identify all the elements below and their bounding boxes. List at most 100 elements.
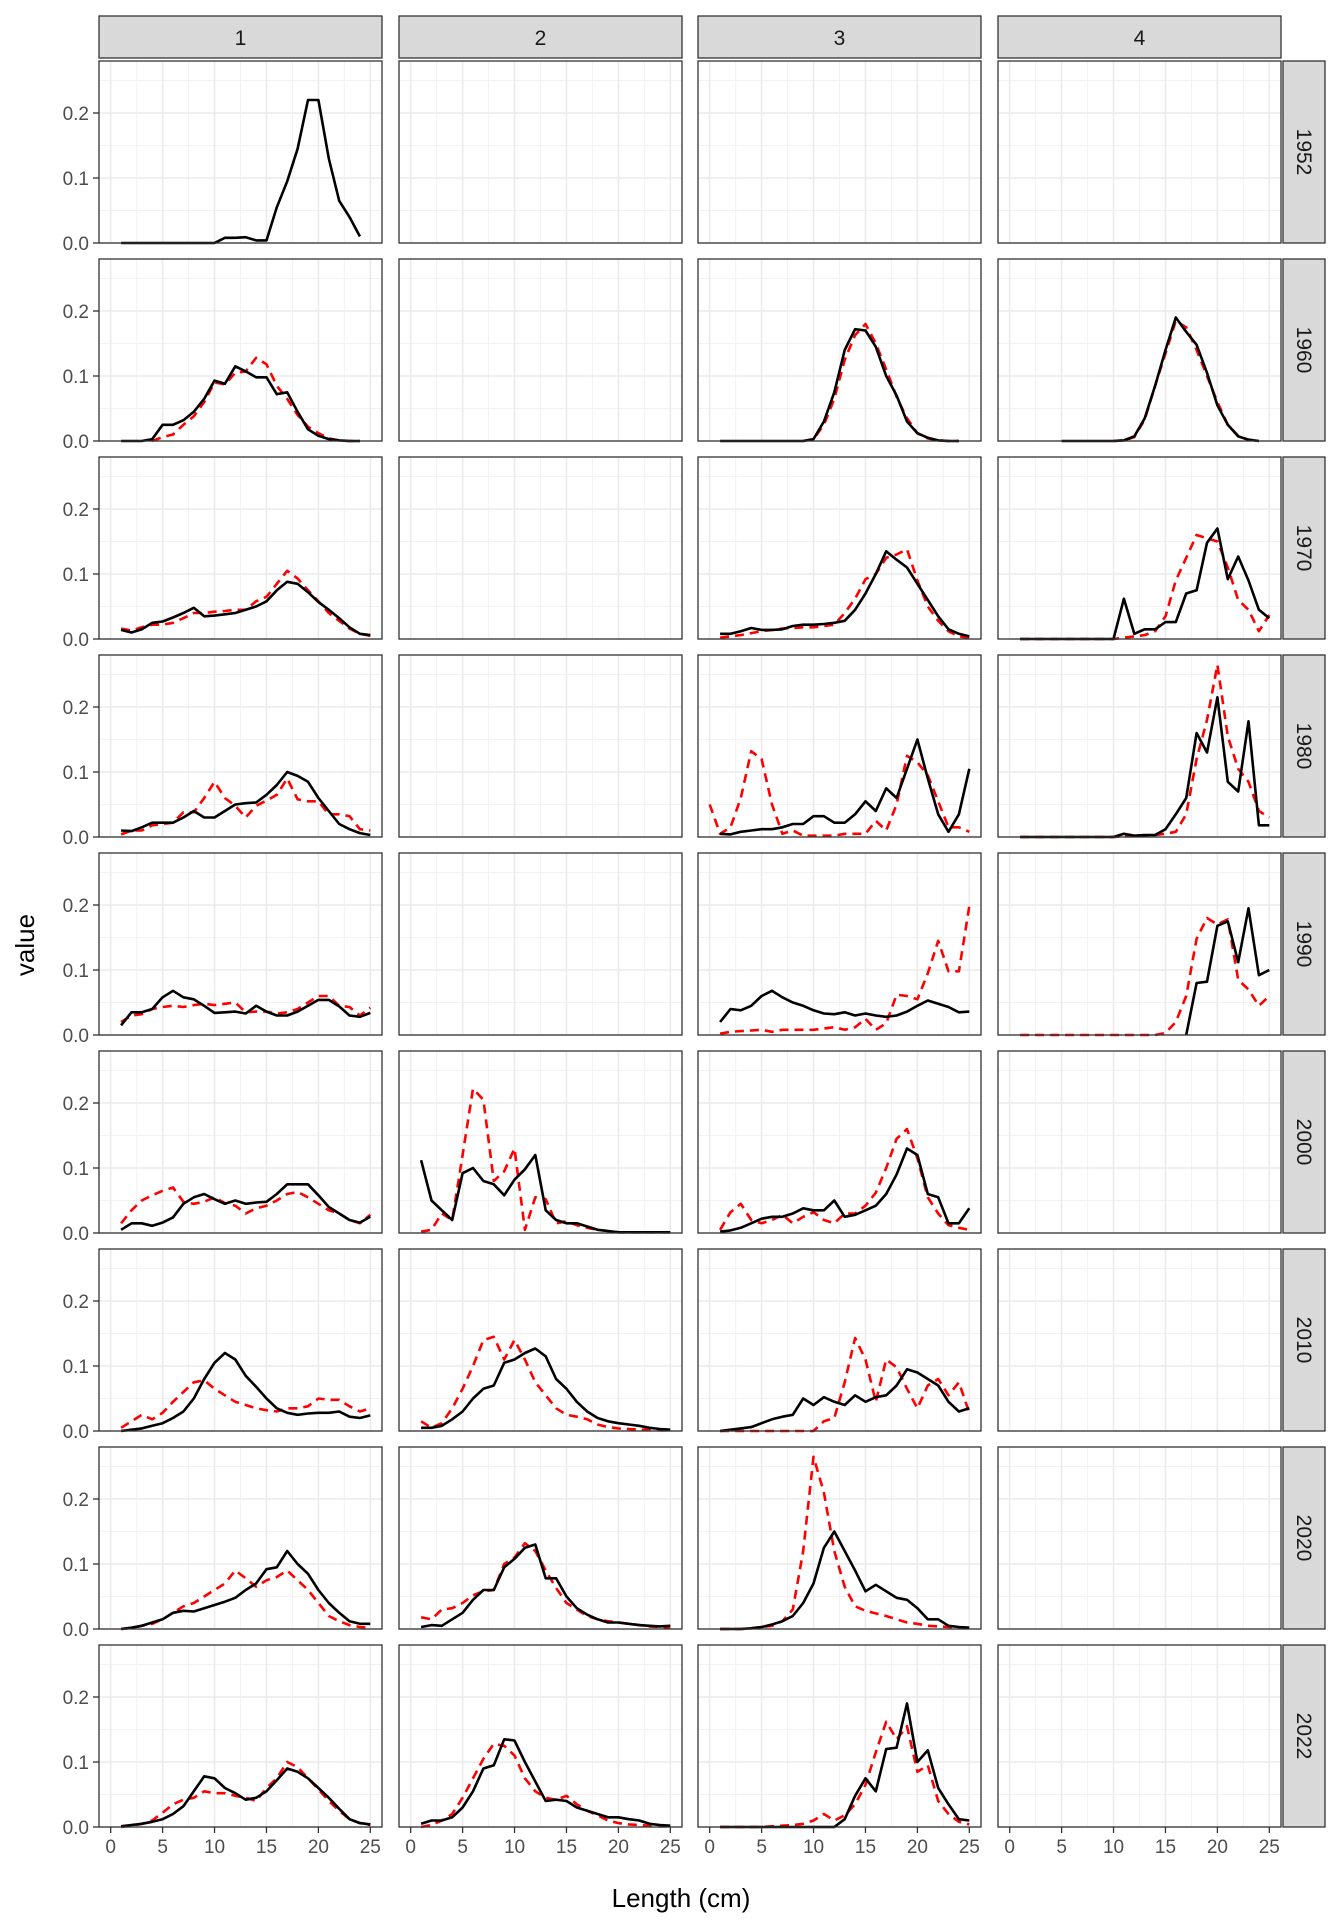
dashed-series-line xyxy=(420,1087,671,1234)
panel-r3-c2 xyxy=(697,654,982,838)
panel-border xyxy=(997,654,1282,838)
row-strip-label: 2010 xyxy=(1292,1317,1315,1364)
x-tick-label: 5 xyxy=(457,1837,468,1858)
x-tick-label: 10 xyxy=(803,1837,824,1858)
solid-series-line xyxy=(120,989,371,1027)
solid-series-line xyxy=(120,580,371,637)
row-strip-label: 1990 xyxy=(1292,921,1315,968)
x-tick-label: 20 xyxy=(1207,1837,1228,1858)
y-tick-label: 0.2 xyxy=(63,1094,89,1115)
x-tick-label: 10 xyxy=(204,1837,225,1858)
panel-border xyxy=(98,654,383,838)
x-tick-label: 0 xyxy=(105,1837,116,1858)
panel-r0-c3 xyxy=(997,60,1282,244)
panel-r5-c0 xyxy=(98,1050,383,1234)
panel-border xyxy=(997,1248,1282,1432)
strip-background xyxy=(1282,1446,1326,1630)
row-strip-2010: 2010 xyxy=(1282,1248,1326,1432)
y-tick-label: 0.2 xyxy=(63,1292,89,1313)
panel-border xyxy=(98,60,383,244)
panel-border xyxy=(997,1644,1282,1828)
panel-r8-c1 xyxy=(398,1644,683,1829)
y-tick-label: 0.2 xyxy=(63,1490,89,1511)
solid-series-line xyxy=(120,1549,371,1631)
panel-border xyxy=(398,654,683,838)
row-strip-1952: 1952 xyxy=(1282,60,1326,244)
panel-r2-c2 xyxy=(697,456,982,640)
y-tick-label: 0.2 xyxy=(63,896,89,917)
strip-background xyxy=(997,15,1282,59)
y-tick-label: 0.0 xyxy=(63,1026,89,1047)
row-strip-1990: 1990 xyxy=(1282,852,1326,1036)
x-tick-label: 25 xyxy=(1259,1837,1280,1858)
dashed-series-line xyxy=(1020,533,1271,641)
y-tick-label: 0.1 xyxy=(63,1357,89,1378)
dashed-series-line xyxy=(420,1541,671,1629)
row-strip-label: 2020 xyxy=(1292,1515,1315,1562)
solid-series-line xyxy=(1020,696,1270,839)
panel-border xyxy=(98,456,383,640)
x-tick-label: 5 xyxy=(756,1837,767,1858)
solid-series-line xyxy=(720,1530,970,1631)
x-tick-label: 15 xyxy=(855,1837,876,1858)
panel-border xyxy=(697,654,982,838)
y-tick-label: 0.2 xyxy=(63,302,89,323)
strips-layer: 1 2 3 4 1952 1960 1970 1980 1990 2000 2010 2020 2022 xyxy=(98,15,1326,1828)
panel-r2-c1 xyxy=(398,456,683,640)
x-tick-label: 25 xyxy=(660,1837,681,1858)
dashed-series-line xyxy=(719,906,971,1035)
strip-background xyxy=(1282,60,1326,244)
row-strip-label: 1970 xyxy=(1292,525,1315,572)
y-tick-label: 0.0 xyxy=(63,1422,89,1443)
panel-r7-c3 xyxy=(997,1446,1282,1630)
panel-border xyxy=(398,1644,683,1828)
solid-series-line xyxy=(1020,527,1271,641)
panel-border xyxy=(98,852,383,1036)
panel-border xyxy=(398,852,683,1036)
dashed-series-line xyxy=(720,1720,970,1829)
column-strip-label: 1 xyxy=(235,27,247,50)
panel-border xyxy=(997,456,1282,640)
x-tick-label: 15 xyxy=(1155,1837,1176,1858)
panel-r0-c1 xyxy=(398,60,683,244)
solid-series-line xyxy=(121,770,371,837)
dashed-series-line xyxy=(718,1127,970,1232)
panel-r0-c2 xyxy=(697,60,982,244)
column-strip-4: 4 xyxy=(997,15,1282,59)
x-tick-label: 0 xyxy=(1004,1837,1015,1858)
panel-r5-c1 xyxy=(398,1050,683,1234)
panel-r7-c1 xyxy=(398,1446,683,1630)
row-strip-1970: 1970 xyxy=(1282,456,1326,640)
panel-r0-c0 xyxy=(98,60,383,245)
x-tick-label: 15 xyxy=(256,1837,277,1858)
row-strip-2000: 2000 xyxy=(1282,1050,1326,1234)
panel-border xyxy=(98,1446,383,1630)
axes-layer: 0.0 0.1 0.2 0.0 0.1 0.2 0.0 0.1 0.2 0.0 0.1 0.2 0.0 0… xyxy=(63,104,1280,1858)
strip-background xyxy=(1282,654,1326,838)
dashed-series-line xyxy=(120,1186,372,1225)
solid-series-line xyxy=(120,1767,371,1828)
x-tick-label: 10 xyxy=(1103,1837,1124,1858)
panel-r2-c0 xyxy=(98,456,383,640)
y-tick-label: 0.0 xyxy=(63,1620,89,1641)
panel-r4-c0 xyxy=(98,852,383,1036)
y-tick-label: 0.1 xyxy=(63,1159,89,1180)
panel-r8-c3 xyxy=(997,1644,1282,1828)
panel-r3-c0 xyxy=(98,654,383,838)
y-tick-label: 0.2 xyxy=(63,1688,89,1709)
y-tick-label: 0.2 xyxy=(63,698,89,719)
solid-series-line xyxy=(420,1738,671,1827)
panel-border xyxy=(697,456,982,640)
column-strip-label: 3 xyxy=(834,27,846,50)
panel-border xyxy=(98,258,383,442)
strip-background xyxy=(98,15,383,59)
x-tick-label: 10 xyxy=(504,1837,525,1858)
row-strip-label: 1960 xyxy=(1292,327,1315,374)
strip-background xyxy=(1282,1644,1326,1828)
panel-border xyxy=(398,258,683,442)
solid-series-line xyxy=(719,989,970,1023)
dashed-series-line xyxy=(720,1336,971,1433)
solid-series-line xyxy=(720,738,971,836)
panel-r7-c0 xyxy=(98,1446,383,1631)
panel-r4-c1 xyxy=(398,852,683,1036)
